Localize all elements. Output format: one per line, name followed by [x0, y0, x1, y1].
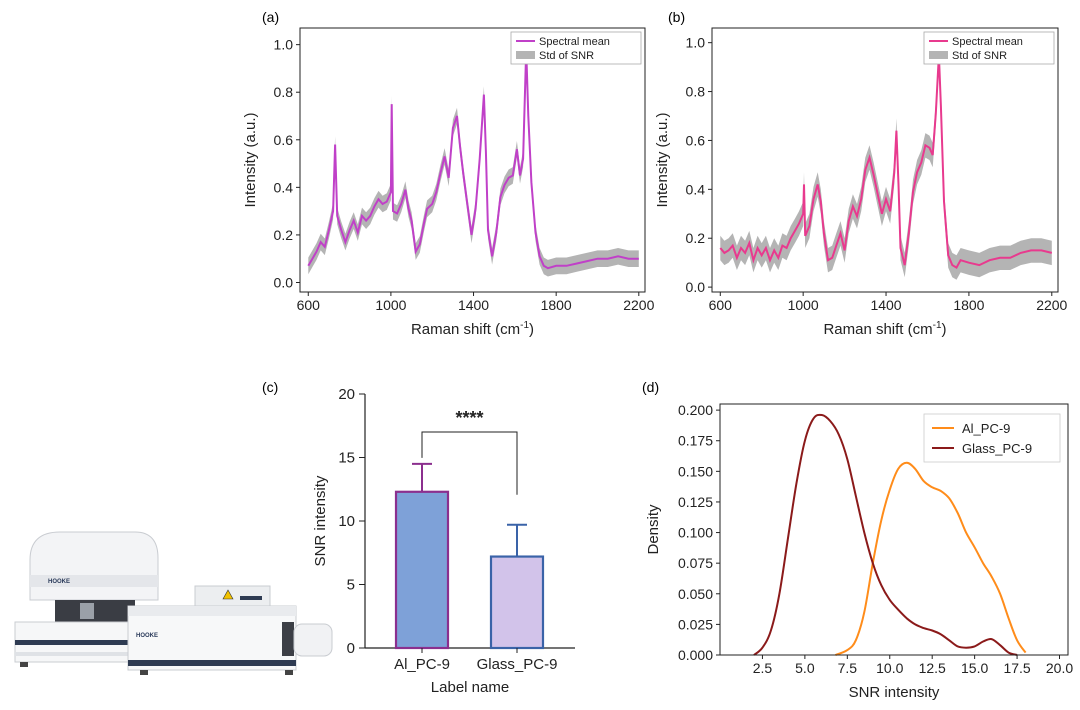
panel-b-chart: (b) 600 1000 1400 1800 2200 0.0 0.2 0.4 0.6 0.8 1.… [654, 9, 1068, 338]
y-tick-label: 1.0 [274, 37, 294, 53]
y-tick-label: 20 [338, 386, 355, 403]
legend-label: Al_PC-9 [962, 421, 1010, 436]
x-tick-label: 600 [709, 297, 733, 313]
y-axis-label: Intensity (a.u.) [654, 112, 671, 207]
bar-al-pc-9 [394, 490, 450, 650]
significance-bracket [421, 431, 518, 495]
legend-box [923, 413, 1061, 463]
x-tick-label: 12.5 [919, 660, 946, 676]
spectral-mean-line [719, 54, 1053, 269]
y-tick-label: 0.125 [678, 494, 713, 510]
x-tick-label: 600 [297, 297, 321, 313]
y-tick-label: 10 [338, 513, 355, 530]
x-tick-label: 5.0 [795, 660, 815, 676]
y-tick-label: 1.0 [686, 35, 706, 51]
x-axis-label: Raman shift (cm-1) [823, 320, 946, 338]
y-tick-label: 0.175 [678, 433, 713, 449]
bar-glass-pc-9 [489, 555, 545, 650]
y-tick-label: 0.8 [686, 84, 706, 100]
y-tick-label: 0.0 [274, 274, 294, 290]
y-tick-label: 0.8 [274, 84, 294, 100]
x-tick-label: 20.0 [1046, 660, 1073, 676]
y-tick-label: 0.075 [678, 555, 713, 571]
y-axis-label: SNR intensity [312, 475, 329, 566]
spectrometer-brand-label: HOOKE [136, 633, 158, 639]
kde-line-al-pc-9 [835, 461, 1027, 656]
significance-annotation: **** [455, 408, 483, 428]
y-axis-label: Intensity (a.u.) [242, 112, 259, 207]
x-axis-label-main: Raman shift (cm [411, 321, 520, 338]
y-axis-label: Density [645, 504, 662, 555]
panel-label-a: (a) [262, 9, 279, 25]
y-tick-label: 0.6 [686, 132, 706, 148]
legend-label-mean: Spectral mean [539, 36, 610, 48]
x-tick-label: 7.5 [838, 660, 858, 676]
y-tick-label: 0.200 [678, 402, 713, 418]
legend-label: Glass_PC-9 [962, 441, 1032, 456]
y-tick-label: 0.025 [678, 616, 713, 632]
x-tick-label: 17.5 [1003, 660, 1030, 676]
x-tick-label: 1000 [375, 297, 406, 313]
y-tick-label: 0.050 [678, 586, 713, 602]
x-axis-label-close: ) [529, 321, 534, 338]
x-tick-label: 2200 [1036, 297, 1067, 313]
x-tick-label: 1800 [541, 297, 572, 313]
x-tick-label: 1000 [788, 297, 819, 313]
x-axis-label: Label name [431, 679, 509, 696]
std-band [308, 41, 639, 277]
y-tick-label: 0.0 [686, 279, 706, 295]
panel-label-b: (b) [668, 9, 685, 25]
y-tick-label: 5 [347, 577, 355, 594]
legend-swatch-std [929, 51, 948, 59]
panel-label-d: (d) [642, 379, 659, 395]
plot-frame [719, 403, 1069, 656]
y-tick-label: 0.4 [686, 181, 706, 197]
y-tick-label: 0.6 [274, 132, 294, 148]
panel-d-chart: (d) 2.5 5.0 7.5 10.0 12.5 15.0 17.5 20.0 0.000 0.… [642, 379, 1073, 701]
panel-c-chart: (c) 0 5 10 15 20 Al_PC-9 Glass_PC-9 **** Label n… [262, 379, 575, 696]
x-axis-label-superscript: -1 [520, 320, 529, 331]
y-tick-label: 0 [347, 640, 355, 657]
legend-swatch-std [516, 51, 535, 59]
plot-frame [711, 27, 1059, 293]
x-axis-label-main: Raman shift (cm [823, 321, 932, 338]
y-tick-label: 0.2 [274, 227, 294, 243]
raman-instrument-illustration: HOOKE HOOKE [14, 531, 333, 675]
legend-label-std: Std of SNR [952, 50, 1007, 62]
x-tick-label: 10.0 [876, 660, 903, 676]
y-tick-label: 15 [338, 450, 355, 467]
legend-label-mean: Spectral mean [952, 36, 1023, 48]
x-tick-label: 2.5 [753, 660, 773, 676]
x-axis-label: Raman shift (cm-1) [411, 320, 534, 338]
spectral-mean-line [307, 49, 639, 270]
x-axis-label-close: ) [942, 321, 947, 338]
y-tick-label: 0.150 [678, 463, 713, 479]
x-tick-label: 1400 [870, 297, 901, 313]
y-tick-label: 0.4 [274, 179, 294, 195]
x-axis-label: SNR intensity [849, 684, 940, 701]
x-tick-label: 1400 [458, 297, 489, 313]
y-tick-label: 0.000 [678, 647, 713, 663]
panel-a-chart: (a) 600 1000 1400 1800 2200 0.0 0.2 0.4 0.6 0.8 1.… [242, 9, 655, 338]
x-tick-label: 1800 [953, 297, 984, 313]
legend-label-std: Std of SNR [539, 50, 594, 62]
x-tick-label: Al_PC-9 [394, 656, 450, 673]
kde-line-glass-pc-9 [753, 413, 1018, 656]
panel-label-c: (c) [262, 379, 278, 395]
y-tick-label: 0.100 [678, 525, 713, 541]
x-axis-label-superscript: -1 [933, 320, 942, 331]
x-tick-label: 2200 [623, 297, 654, 313]
y-tick-label: 0.2 [686, 230, 706, 246]
plot-frame [299, 27, 646, 293]
x-tick-label: 15.0 [961, 660, 988, 676]
x-tick-label: Glass_PC-9 [477, 656, 558, 673]
instrument-brand-label: HOOKE [48, 579, 70, 585]
std-band [720, 42, 1052, 280]
